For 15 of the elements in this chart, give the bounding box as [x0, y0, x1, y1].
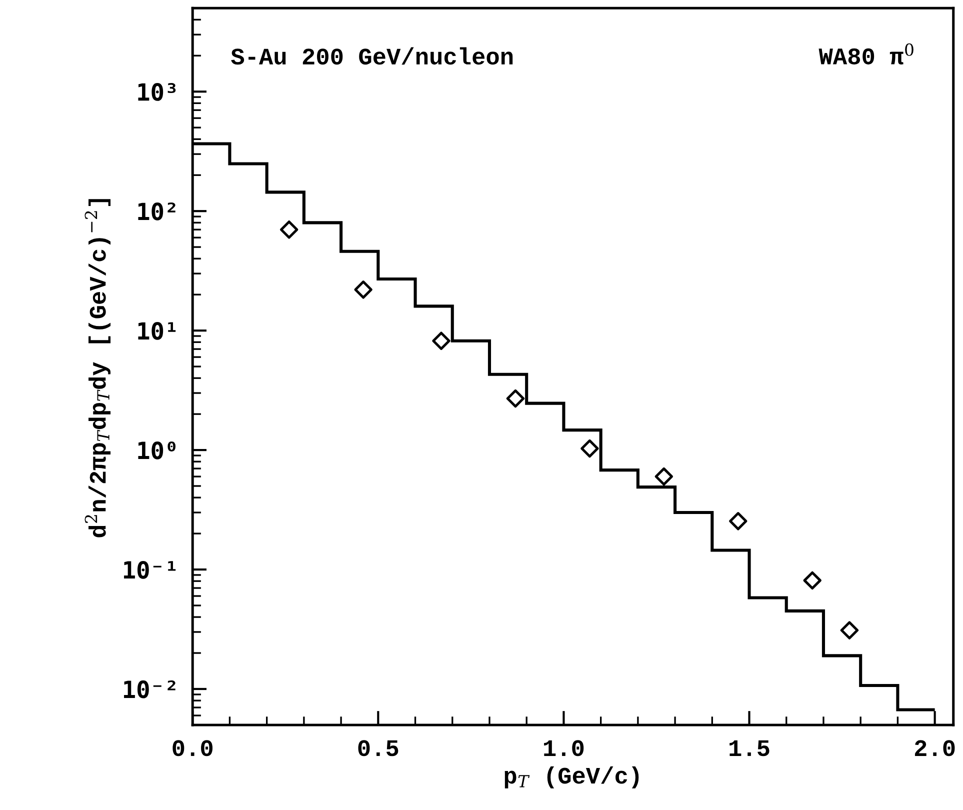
y-tick-label: 10¹	[138, 322, 176, 340]
x-tick-label: 1.0	[544, 740, 584, 756]
y-tick-label: 10⁻¹	[124, 560, 176, 579]
annotation: WA80 π$^{0}$	[818, 43, 914, 64]
x-tick-label: 0.0	[172, 740, 212, 756]
y-tick-label: 10³	[138, 83, 176, 101]
text: d$^{2}$n/2πp$_{T}$dp$_{T}$dy [(GeV/c)$^{−2}$]	[84, 199, 111, 538]
x-tick-label: 0.5	[358, 740, 398, 756]
y-tick-label: 10²	[138, 202, 176, 220]
x-tick-label: 1.5	[730, 740, 770, 756]
x-tick-label: 2.0	[914, 740, 955, 756]
y-tick-label: 10⁰	[138, 441, 176, 460]
x-axis-title: p$_{T}$ (GeV/c)	[504, 766, 639, 788]
annotation: S-Au 200 GeV/nucleon	[231, 47, 513, 65]
y-tick-label: 10⁻²	[124, 680, 176, 698]
